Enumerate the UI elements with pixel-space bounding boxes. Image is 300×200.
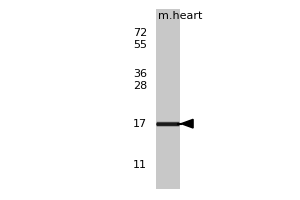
Bar — [156, 9, 180, 189]
Text: 72: 72 — [133, 28, 147, 38]
Text: 11: 11 — [133, 160, 147, 170]
Text: 28: 28 — [133, 81, 147, 91]
Polygon shape — [181, 119, 193, 128]
Text: 17: 17 — [133, 119, 147, 129]
Text: 36: 36 — [133, 69, 147, 79]
Text: m.heart: m.heart — [158, 11, 202, 21]
Text: 55: 55 — [133, 40, 147, 50]
